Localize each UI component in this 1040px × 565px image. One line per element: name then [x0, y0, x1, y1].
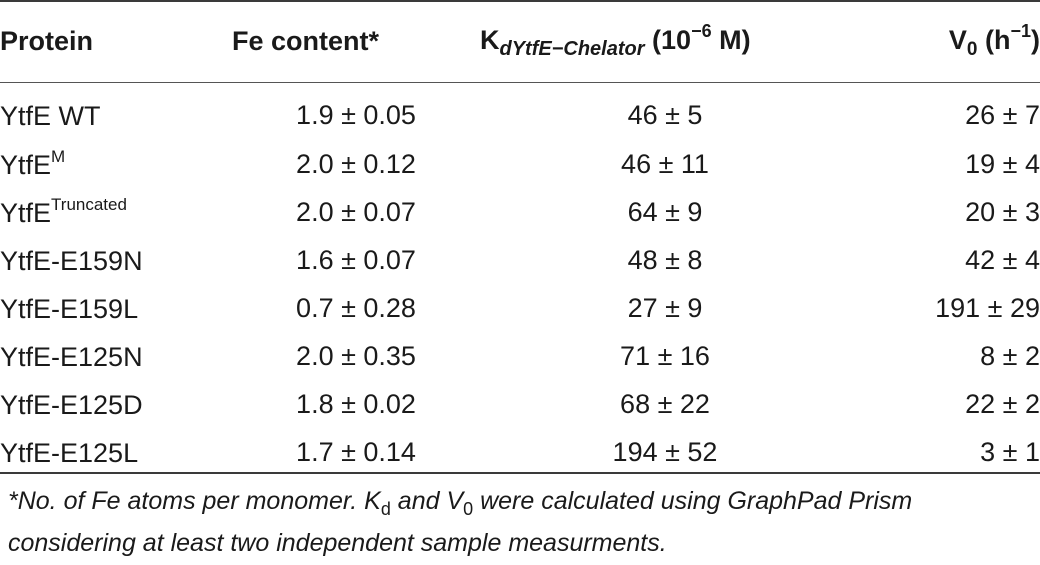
kd-symbol: K	[480, 25, 500, 55]
cell-protein: YtfE-E125N	[0, 332, 232, 380]
cell-protein: YtfE-E159L	[0, 284, 232, 332]
protein-name: YtfE-E125L	[0, 438, 139, 468]
protein-name: YtfE	[0, 198, 52, 228]
header-v0: V0 (h−1)	[850, 0, 1040, 82]
cell-fe-content: 1.9 ± 0.05	[296, 99, 416, 130]
protein-name: YtfE	[0, 150, 52, 180]
top-rule	[0, 0, 1040, 2]
cell-v0: 8 ± 2	[980, 340, 1040, 371]
cell-protein: YtfE WT	[0, 82, 232, 140]
table-row: YtfE WT 1.9 ± 0.05 46 ± 5 26 ± 7	[0, 82, 1040, 140]
table-row: YtfE-E125D 1.8 ± 0.02 68 ± 22 22 ± 2	[0, 380, 1040, 428]
protein-superscript: Truncated	[51, 195, 127, 214]
cell-v0: 42 ± 4	[965, 244, 1040, 275]
v0-symbol: V	[948, 25, 967, 55]
cell-v0: 22 ± 2	[965, 388, 1040, 419]
cell-v0: 20 ± 3	[965, 196, 1040, 227]
kd-unit-exponent: −6	[691, 21, 712, 41]
kd-unit-pre: (10	[644, 25, 692, 55]
table-row: YtfE-E159N 1.6 ± 0.07 48 ± 8 42 ± 4	[0, 236, 1040, 284]
cell-fe-content: 2.0 ± 0.35	[296, 340, 416, 371]
cell-protein: YtfE-E159N	[0, 236, 232, 284]
cell-protein: YtfE-E125D	[0, 380, 232, 428]
cell-kd: 46 ± 11	[621, 148, 709, 179]
header-fe-content: Fe content*	[232, 25, 380, 56]
header-rule	[0, 82, 1040, 83]
protein-name: YtfE-E125N	[0, 342, 143, 372]
cell-kd: 48 ± 8	[627, 244, 703, 275]
cell-kd: 27 ± 9	[627, 292, 703, 323]
cell-fe-content: 1.8 ± 0.02	[296, 388, 416, 419]
cell-v0: 3 ± 1	[980, 436, 1040, 467]
cell-protein: YtfETruncated	[0, 188, 232, 236]
v0-unit-exponent: −1	[1010, 21, 1031, 41]
header-kd: KdYtfE−Chelator (10−6 M)	[480, 0, 850, 82]
cell-kd: 68 ± 22	[620, 388, 710, 419]
table-row: YtfE-E125N 2.0 ± 0.35 71 ± 16 8 ± 2	[0, 332, 1040, 380]
kd-subscript: dYtfE−Chelator	[499, 38, 645, 60]
protein-name: YtfE-E159N	[0, 246, 143, 276]
cell-kd: 71 ± 16	[620, 340, 710, 371]
bottom-rule	[0, 472, 1040, 474]
footnote-v0-subscript: 0	[463, 499, 474, 519]
protein-name: YtfE WT	[0, 101, 101, 131]
table-row: YtfETruncated 2.0 ± 0.07 64 ± 9 20 ± 3	[0, 188, 1040, 236]
v0-unit-pre: (h	[977, 25, 1011, 55]
footnote-part2: and V	[390, 487, 464, 515]
v0-subscript: 0	[966, 39, 978, 60]
cell-fe-content: 0.7 ± 0.28	[296, 292, 416, 323]
header-row: Protein Fe content* KdYtfE−Chelator (10−…	[0, 0, 1040, 82]
footnote-part1: *No. of Fe atoms per monomer. K	[8, 487, 381, 515]
table-row: YtfE-E159L 0.7 ± 0.28 27 ± 9 191 ± 29	[0, 284, 1040, 332]
cell-kd: 46 ± 5	[627, 99, 703, 130]
cell-fe-content: 2.0 ± 0.12	[296, 148, 416, 179]
kd-unit-post: M)	[711, 25, 751, 55]
cell-v0: 19 ± 4	[965, 148, 1040, 179]
cell-kd: 64 ± 9	[627, 196, 703, 227]
cell-fe-content: 2.0 ± 0.07	[296, 196, 416, 227]
table-row: YtfE-E125L 1.7 ± 0.14 194 ± 52 3 ± 1	[0, 428, 1040, 476]
header-protein: Protein	[0, 25, 94, 56]
cell-kd: 194 ± 52	[612, 436, 718, 467]
cell-v0: 191 ± 29	[935, 292, 1040, 323]
v0-unit-post: )	[1031, 25, 1040, 55]
data-table: Protein Fe content* KdYtfE−Chelator (10−…	[0, 0, 1040, 476]
cell-fe-content: 1.6 ± 0.07	[296, 244, 416, 275]
protein-name: YtfE-E125D	[0, 390, 143, 420]
cell-v0: 26 ± 7	[965, 99, 1040, 130]
footnote-part3: were calculated using GraphPad Prism con…	[8, 487, 913, 557]
table-footnote: *No. of Fe atoms per monomer. Kd and V0 …	[8, 484, 1036, 560]
footnote-kd-subscript: d	[380, 499, 391, 519]
table-row: YtfEM 2.0 ± 0.12 46 ± 11 19 ± 4	[0, 140, 1040, 188]
cell-protein: YtfE-E125L	[0, 428, 232, 476]
protein-name: YtfE-E159L	[0, 294, 139, 324]
protein-superscript: M	[51, 147, 66, 166]
cell-protein: YtfEM	[0, 140, 232, 188]
cell-fe-content: 1.7 ± 0.14	[296, 436, 416, 467]
